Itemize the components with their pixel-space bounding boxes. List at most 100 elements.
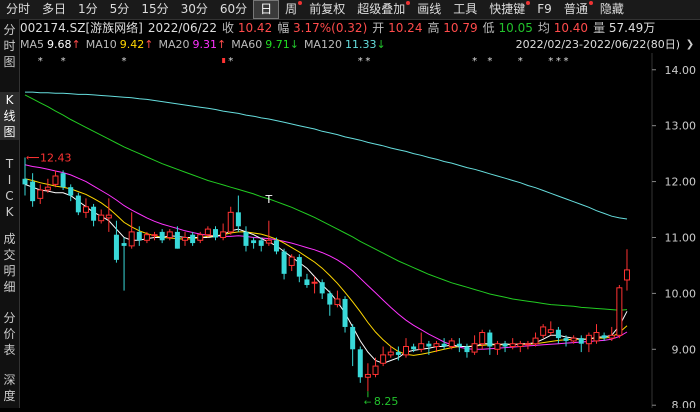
amount-label: 量 bbox=[593, 21, 606, 35]
candle-body bbox=[563, 338, 569, 341]
candle-body bbox=[143, 234, 150, 241]
candle-body bbox=[319, 282, 325, 294]
candle-body bbox=[251, 240, 257, 244]
sidebar-char: 度 bbox=[3, 389, 16, 403]
toolbar-item-1[interactable]: 多日 bbox=[42, 2, 67, 16]
candle-body bbox=[403, 346, 409, 356]
candle bbox=[342, 296, 348, 333]
candle-body bbox=[30, 181, 36, 202]
candle bbox=[68, 184, 74, 202]
candle bbox=[471, 335, 478, 355]
candle bbox=[273, 237, 279, 255]
toolbar-item-6[interactable]: 60分 bbox=[219, 2, 248, 16]
toolbar-item-8[interactable]: 周 bbox=[279, 0, 303, 19]
candle bbox=[532, 332, 539, 347]
chevron-right-icon[interactable]: ❯ bbox=[685, 39, 695, 50]
star-marker-icon: * bbox=[38, 56, 43, 67]
candle bbox=[441, 338, 447, 350]
sidebar-char: 图 bbox=[3, 125, 16, 139]
candle bbox=[327, 290, 333, 316]
low-value: 10.05 bbox=[498, 21, 533, 35]
candle bbox=[136, 226, 142, 246]
candle bbox=[304, 273, 310, 288]
candle-body bbox=[441, 343, 447, 347]
toolbar-item-9[interactable]: 前复权 bbox=[309, 2, 346, 16]
candle bbox=[128, 212, 135, 249]
candle bbox=[243, 226, 249, 252]
candle-body bbox=[311, 281, 318, 284]
candle-body bbox=[288, 256, 295, 266]
ma-line-ma60 bbox=[24, 94, 628, 311]
candle bbox=[524, 340, 531, 350]
candle bbox=[30, 173, 36, 207]
candle-body bbox=[426, 343, 432, 347]
candle bbox=[105, 198, 112, 232]
toolbar-item-13[interactable]: 快捷键 bbox=[483, 0, 531, 19]
high-marker-label: 12.43 bbox=[40, 152, 72, 165]
candle-body bbox=[227, 211, 234, 233]
toolbar-item-16[interactable]: 隐藏 bbox=[599, 2, 624, 16]
ma-line-ma10 bbox=[24, 178, 628, 356]
candle bbox=[182, 231, 189, 246]
sidebar-group-0[interactable]: 分时图 bbox=[0, 22, 19, 70]
notify-dot-icon bbox=[588, 1, 593, 5]
toolbar-item-15[interactable]: 普通 bbox=[558, 0, 594, 19]
toolbar-item-0[interactable]: 分时 bbox=[6, 2, 31, 16]
toolbar-item-2[interactable]: 1分 bbox=[78, 2, 98, 16]
toolbar-item-7[interactable]: 日 bbox=[253, 0, 280, 19]
sidebar-group-4[interactable]: 分价表 bbox=[0, 310, 19, 358]
star-marker-icon: * bbox=[564, 56, 569, 67]
sidebar-group-5[interactable]: 深度 bbox=[0, 372, 19, 404]
change-label: 幅 bbox=[277, 21, 290, 35]
candle bbox=[426, 340, 432, 355]
ma-legend-ma5: MA5 9.68↑ bbox=[20, 37, 81, 53]
candle bbox=[37, 184, 44, 204]
sidebar-char: 表 bbox=[3, 343, 16, 357]
kline-chart[interactable]: 14.00 13.00 12.00 11.00 10.00 9.00 8.00 * * * * * * *… bbox=[20, 53, 700, 412]
sidebar-group-3[interactable]: 成交明细 bbox=[0, 231, 19, 295]
toolbar-item-3[interactable]: 5分 bbox=[109, 2, 130, 16]
candle-body bbox=[524, 343, 531, 346]
toolbar-item-4[interactable]: 15分 bbox=[141, 2, 169, 16]
candle-body bbox=[547, 329, 554, 334]
candle bbox=[456, 338, 462, 353]
toolbar-item-10[interactable]: 超级叠加 bbox=[351, 0, 411, 19]
candle bbox=[623, 249, 630, 291]
candle bbox=[91, 203, 97, 227]
candle bbox=[387, 346, 394, 358]
toolbar-item-5[interactable]: 30分 bbox=[180, 2, 208, 16]
candle-body bbox=[273, 240, 279, 252]
candle-body bbox=[509, 343, 516, 348]
candle-body bbox=[364, 373, 371, 378]
ma-legend-ma10: MA10 9.42↑ bbox=[86, 37, 154, 53]
candle bbox=[213, 226, 218, 241]
y-tick-label: 9.00 bbox=[672, 343, 697, 356]
candle-body bbox=[555, 329, 561, 339]
candle bbox=[570, 335, 577, 344]
candle bbox=[281, 248, 287, 280]
toolbar-item-12[interactable]: 工具 bbox=[453, 2, 478, 16]
candle-body bbox=[258, 240, 264, 246]
amount-value: 57.49万 bbox=[608, 21, 656, 35]
candle bbox=[547, 321, 554, 336]
toolbar-item-11[interactable]: 画线 bbox=[417, 2, 442, 16]
star-marker-icon: * bbox=[365, 56, 370, 67]
candle-body bbox=[487, 332, 493, 347]
candle-body bbox=[44, 186, 51, 191]
candle bbox=[403, 338, 409, 358]
candle-body bbox=[213, 229, 218, 238]
star-marker-icon: * bbox=[61, 56, 66, 67]
candle bbox=[380, 346, 387, 367]
candle bbox=[159, 229, 165, 244]
candle bbox=[479, 329, 486, 350]
candle-body bbox=[197, 234, 204, 241]
candle-body bbox=[395, 352, 401, 355]
toolbar-item-14[interactable]: F9 bbox=[537, 2, 552, 16]
candle-body bbox=[342, 298, 348, 327]
star-marker-icon: * bbox=[548, 56, 553, 67]
candle-body bbox=[448, 340, 455, 348]
